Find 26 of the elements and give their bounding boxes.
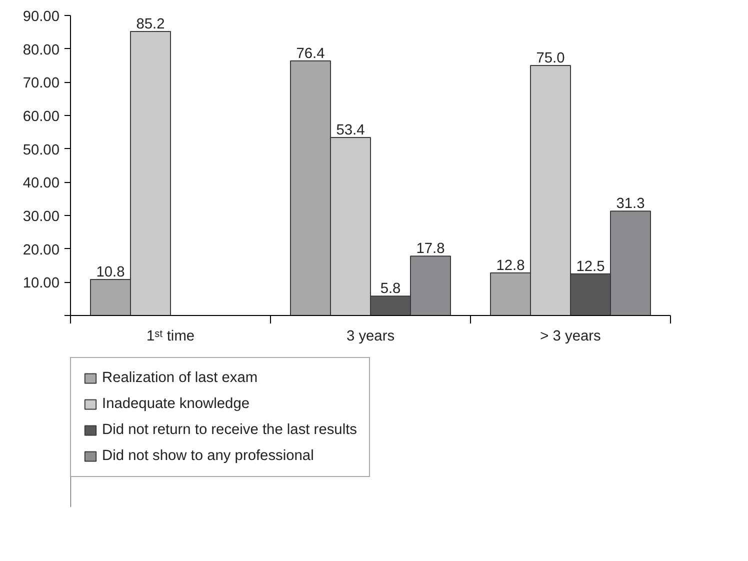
legend-label: Realization of last exam — [102, 370, 258, 386]
y-tick-label: 70.00 — [22, 76, 60, 92]
y-tick-label: 80.00 — [22, 42, 60, 58]
y-tick-label: 20.00 — [22, 242, 60, 258]
x-tick-label: 1ˢᵗ time — [146, 328, 195, 344]
y-tick-label: 60.00 — [22, 109, 60, 125]
data-label: 53.4 — [336, 122, 365, 138]
legend-label: Did not show to any professional — [102, 448, 314, 464]
data-label: 76.4 — [296, 46, 325, 62]
legend-label: Inadequate knowledge — [102, 396, 250, 412]
data-label: 5.8 — [380, 281, 401, 298]
x-tick-label: > 3 years — [540, 328, 601, 344]
data-label: 10.8 — [96, 264, 125, 280]
data-label: 17.8 — [416, 241, 445, 258]
y-tick-label: 30.00 — [22, 209, 60, 225]
legend-label: Did not return to receive the last results — [102, 422, 357, 438]
data-label: 12.8 — [496, 258, 525, 274]
data-label: 75.0 — [536, 50, 565, 66]
data-label: 85.2 — [136, 16, 165, 32]
data-label: 31.3 — [616, 196, 645, 212]
y-tick-label: 50.00 — [22, 142, 60, 158]
data-label: 12.5 — [576, 258, 605, 275]
y-tick-label: 10.00 — [22, 276, 60, 292]
y-tick-label: 90.00 — [22, 9, 60, 25]
x-tick-label: 3 years — [346, 328, 395, 344]
y-tick-label: 40.00 — [22, 176, 60, 192]
